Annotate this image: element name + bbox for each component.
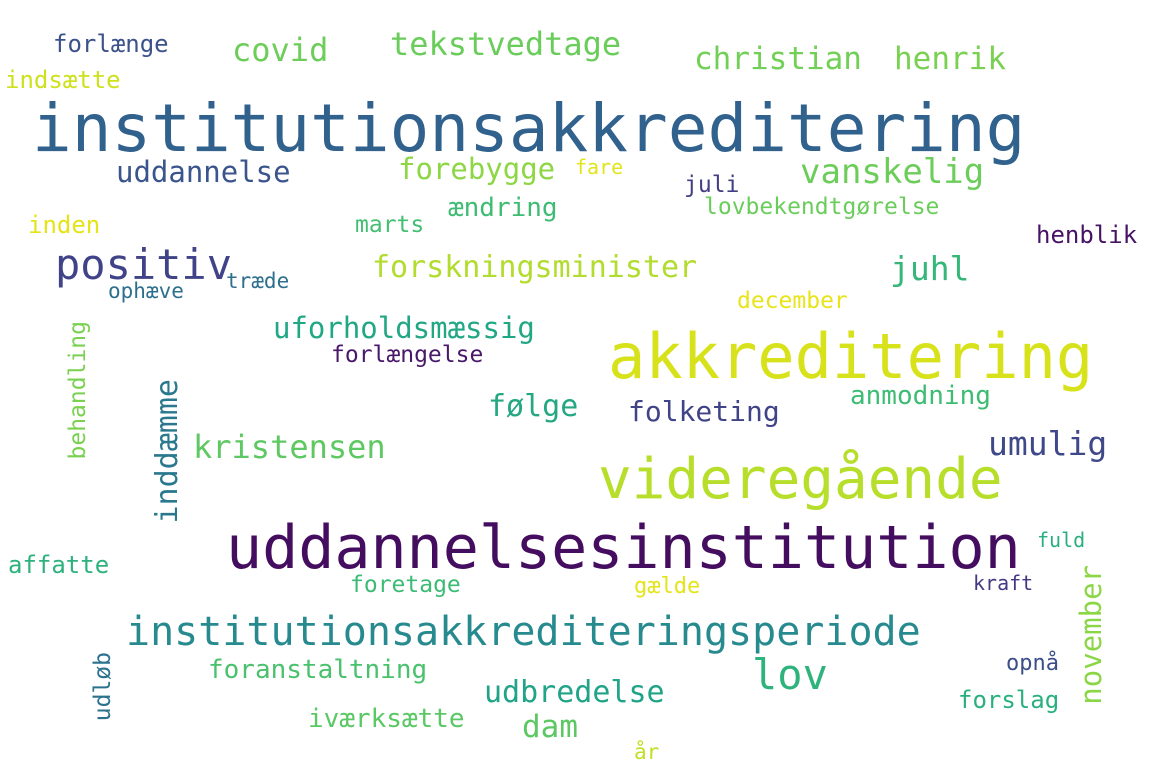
word: tekstvedtage	[390, 25, 622, 63]
word: kraft	[973, 571, 1034, 595]
word: inddæmme	[150, 379, 185, 524]
word: udbredelse	[484, 675, 665, 710]
word: institutionsakkrediteringsperiode	[126, 609, 921, 655]
word: christian	[694, 41, 862, 77]
word: behandling	[65, 321, 91, 460]
word: fare	[575, 155, 624, 179]
word: henrik	[894, 41, 1006, 77]
word: positiv	[55, 240, 233, 289]
word: anmodning	[850, 381, 991, 411]
word: institutionsakkreditering	[32, 90, 1026, 167]
word: følge	[488, 389, 579, 424]
word: opnå	[1006, 651, 1059, 676]
word: ændring	[448, 193, 558, 223]
word: iværksætte	[308, 704, 465, 734]
word: umulig	[988, 424, 1108, 463]
word: lov	[752, 650, 828, 699]
word: vanskelig	[800, 152, 985, 192]
word: juli	[684, 172, 740, 198]
word: forlænge	[53, 30, 169, 58]
word: uforholdsmæssig	[273, 311, 535, 345]
word: akkreditering	[608, 320, 1094, 393]
word: juhl	[890, 249, 970, 288]
word: træde	[226, 269, 290, 293]
word: ophæve	[108, 279, 184, 303]
word: forebygge	[398, 152, 556, 186]
word: forslag	[958, 686, 1060, 714]
word: forskningsminister	[372, 250, 698, 285]
word: videregående	[598, 447, 1003, 512]
word: foretage	[350, 572, 461, 598]
word: udløb	[90, 652, 116, 722]
word: folketing	[628, 395, 780, 428]
word: indsætte	[5, 66, 121, 94]
word: inden	[28, 211, 101, 239]
word: uddannelsesinstitution	[226, 513, 1021, 583]
word: foranstaltning	[208, 655, 428, 685]
word: henblik	[1036, 221, 1138, 249]
word: marts	[355, 212, 425, 238]
word: kristensen	[193, 428, 386, 466]
word: fuld	[1037, 528, 1086, 552]
word: lovbekendtgørelse	[704, 194, 940, 220]
word: forlængelse	[331, 342, 484, 368]
word: dam	[522, 709, 578, 745]
word: gælde	[634, 574, 701, 599]
word: november	[1074, 565, 1108, 705]
word: covid	[232, 31, 329, 69]
word: affatte	[8, 551, 110, 579]
word: december	[737, 288, 848, 314]
word: uddannelse	[116, 155, 291, 189]
word: år	[634, 740, 660, 764]
